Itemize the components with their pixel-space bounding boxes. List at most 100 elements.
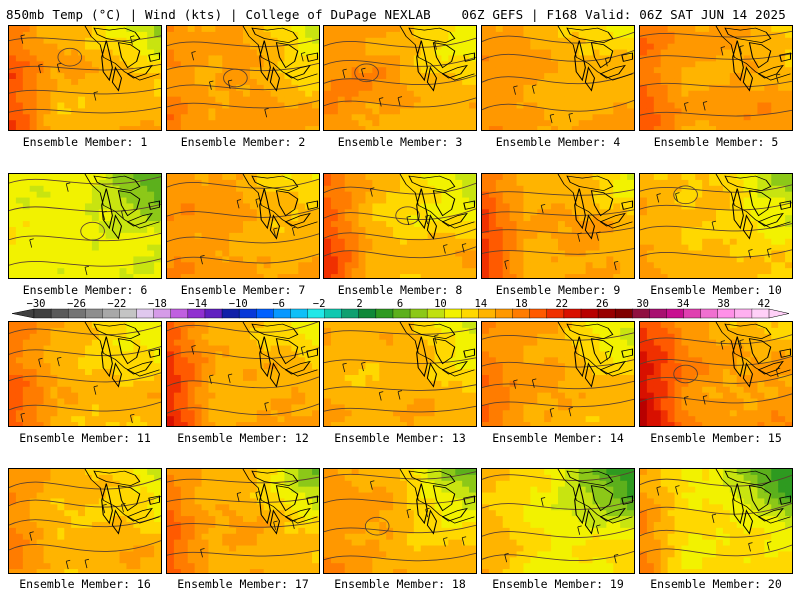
wind-barb [361,361,366,372]
height-contour-line [9,325,161,336]
colorbar-tick-label: −22 [107,298,127,310]
wind-barb [711,513,717,524]
height-contour-line [9,258,161,267]
ensemble-member-map [8,25,162,131]
wind-barb [461,243,467,253]
wind-barb [102,210,107,221]
great-lakes-outline [242,469,319,535]
height-contour-line [482,380,634,390]
colorbar-swatch [273,308,291,319]
ensemble-member-label: Ensemble Member: 14 [492,431,624,445]
height-contour-line [9,346,161,357]
temperature-field [167,174,319,278]
height-contour-line [9,372,161,383]
wind-barb [775,367,781,378]
height-contour-line [167,476,319,484]
temperature-field [9,174,161,278]
height-contour-line [640,53,792,60]
wind-barb [255,198,260,208]
colorbar-tick-label: −14 [188,298,208,310]
temperature-field [9,26,161,130]
wind-barb [443,244,448,254]
colorbar-tick-label: −6 [272,298,285,310]
wind-barb [236,492,242,502]
height-contour-line [324,75,476,86]
colorbar-swatch [666,308,685,319]
height-contour-line [640,393,792,404]
temperature-field [167,26,319,130]
colorbar-tick-label: 26 [595,298,609,310]
colorbar-swatch [256,308,274,319]
colorbar-swatch [136,308,155,319]
wind-barb [38,63,43,74]
ensemble-member-label: Ensemble Member: 12 [177,431,309,445]
colorbar-swatch [717,308,736,319]
colorbar-swatch [67,308,86,319]
wind-barb [711,220,717,231]
colorbar-tick-label: 14 [474,298,488,310]
ensemble-member-map [639,25,793,131]
colorbar-swatch [324,308,343,319]
wind-barb [504,259,509,270]
height-contour-line [167,496,319,503]
wind-barb [577,232,582,242]
wind-barb [549,113,555,124]
colorbar-swatch [495,308,514,319]
height-contour-line [9,540,161,552]
ensemble-member-map [639,173,793,279]
colorbar-swatch [734,308,753,319]
ensemble-member-label: Ensemble Member: 5 [653,135,779,149]
ensemble-member-map [481,25,635,131]
ensemble-member-label: Ensemble Member: 4 [495,135,621,149]
wind-barb [29,531,34,541]
model-run-valid-time: 06Z GEFS | F168 Valid: 06Z SAT JUN 14 20… [461,7,786,22]
ensemble-member-label: Ensemble Member: 18 [334,577,466,591]
wind-barb [739,45,744,55]
height-contour-line [167,376,319,389]
colorbar-swatch [649,308,667,319]
colorbar-swatch [170,308,189,319]
wind-barb [300,52,306,62]
wind-barb [766,248,772,258]
wind-barb [361,67,366,78]
colorbar-swatch [392,308,411,319]
ensemble-member-map [639,321,793,427]
wind-barb [227,79,233,89]
ensemble-member-label: Ensemble Member: 3 [337,135,463,149]
wind-barb [531,84,537,94]
height-contour-line [324,208,476,221]
temperature-field [9,469,161,573]
wind-barb [739,339,744,349]
wind-barb [342,68,347,79]
wind-barb [130,35,135,45]
colorbar-swatch [290,308,308,319]
height-contour-line [640,526,792,538]
wind-barb [65,182,71,192]
height-contour-line [482,499,634,510]
wind-barb [300,346,306,356]
height-contour-line [167,521,319,528]
height-contour-line [640,80,792,88]
ensemble-member-label: Ensemble Member: 17 [177,577,309,591]
wind-barb [549,407,555,418]
ensemble-member-map [8,321,162,427]
wind-barb [604,351,610,361]
ensemble-member-map [166,173,320,279]
colorbar-tick-label: 6 [396,298,404,310]
ensemble-member-map [166,321,320,427]
wind-barb [342,362,347,373]
wind-barb [675,192,680,202]
temperature-field [640,469,792,573]
colorbar-tick-label: 42 [757,298,771,310]
wind-barb [264,402,269,412]
ensemble-member-label: Ensemble Member: 2 [180,135,306,149]
closed-contour [395,206,420,225]
colorbar-tick-label: 2 [356,298,363,310]
temperature-colorbar [11,308,790,319]
height-contour-line [640,502,792,515]
height-contour-line [640,373,792,384]
height-contour-line [324,97,476,108]
wind-barb [121,502,126,513]
colorbar-swatch [512,308,531,319]
wind-barb [56,62,62,73]
